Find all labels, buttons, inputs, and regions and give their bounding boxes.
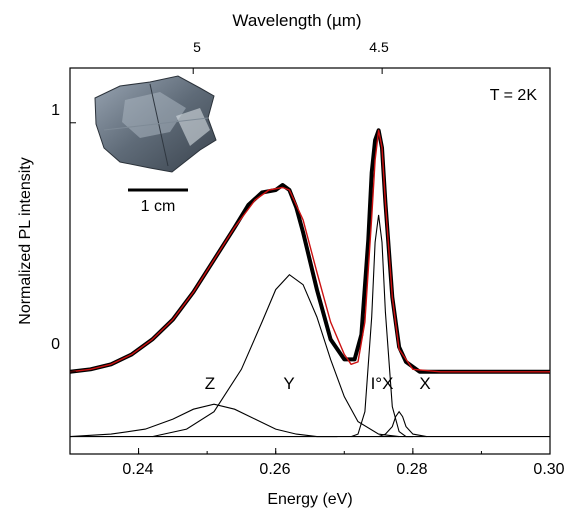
component-curve-ix: [350, 214, 413, 438]
axis-ticks: [69, 68, 551, 454]
top-tick-label: 4.5: [369, 39, 389, 55]
y-tick-label: 0: [51, 336, 60, 353]
plot-frame: [69, 67, 551, 455]
curves-layer: [70, 128, 550, 438]
temperature-annotation: T = 2K: [490, 87, 538, 104]
x-axis-title: Energy (eV): [267, 491, 352, 508]
top-axis-title: Wavelength (µm): [232, 11, 361, 30]
y-axis-title: Normalized PL intensity: [17, 157, 34, 324]
fit-curve: [70, 129, 550, 373]
peak-label-x: X: [419, 374, 430, 393]
component-curve-z: [70, 403, 338, 438]
scale-bar-label: 1 cm: [141, 198, 176, 215]
y-tick-label: 1: [51, 102, 60, 119]
x-tick-label: 0.30: [533, 461, 564, 478]
top-tick-label: 5: [193, 39, 201, 55]
peak-label-z: Z: [205, 374, 215, 393]
peak-label-y: Y: [283, 374, 294, 393]
x-tick-label: 0.28: [396, 461, 427, 478]
x-tick-label: 0.24: [122, 461, 153, 478]
component-curve-x: [378, 410, 427, 438]
component-curve-y: [152, 273, 400, 438]
crystal-photo-inset: [94, 75, 217, 173]
peak-label-iox: I°X: [371, 374, 394, 393]
x-tick-label: 0.26: [259, 461, 290, 478]
